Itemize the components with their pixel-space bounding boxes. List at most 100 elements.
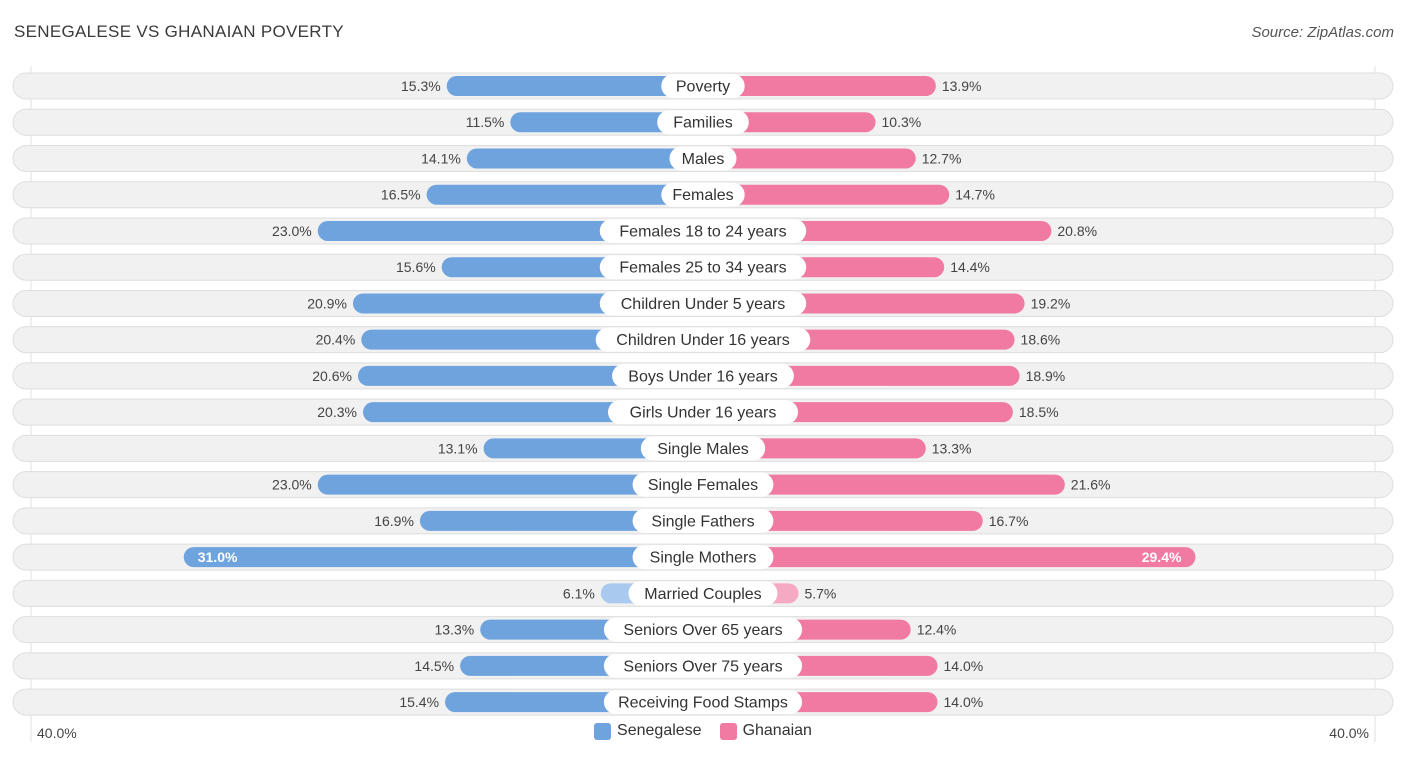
value-label-senegalese: 16.5% (381, 187, 421, 203)
value-label-senegalese: 13.3% (435, 622, 475, 638)
category-label: Married Couples (644, 586, 761, 603)
bar-senegalese[interactable] (446, 76, 703, 96)
value-label-ghanaian: 13.3% (932, 440, 972, 456)
category-pill (632, 545, 774, 570)
bar-senegalese[interactable] (419, 510, 703, 531)
row-seniors-over-75-years[interactable]: Seniors Over 75 years 14.5% 14.0% (12, 652, 1394, 680)
category-pill (599, 218, 807, 243)
bar-ghanaian[interactable] (703, 76, 936, 96)
row-children-under-5-years[interactable]: Children Under 5 years 20.9% 19.2% (12, 289, 1394, 317)
value-label-senegalese: 13.1% (438, 440, 478, 456)
row-girls-under-16-years[interactable]: Girls Under 16 years 20.3% 18.5% (12, 398, 1394, 426)
row-females[interactable]: Females 16.5% 14.7% (12, 181, 1394, 209)
category-label: Boys Under 16 years (628, 368, 777, 385)
bar-ghanaian[interactable] (703, 510, 983, 531)
category-label: Females 25 to 34 years (619, 260, 786, 277)
bar-ghanaian[interactable] (703, 474, 1065, 495)
category-pill (603, 653, 803, 678)
category-label: Children Under 5 years (621, 296, 786, 313)
legend-label-senegalese: Senegalese (617, 722, 702, 739)
row-seniors-over-65-years[interactable]: Seniors Over 65 years 13.3% 12.4% (12, 616, 1394, 644)
value-label-senegalese: 20.9% (307, 295, 347, 311)
value-label-ghanaian: 5.7% (804, 585, 836, 601)
value-label-senegalese: 20.3% (317, 404, 357, 420)
value-label-ghanaian: 12.7% (922, 150, 962, 166)
category-label: Receiving Food Stamps (618, 695, 788, 712)
bar-ghanaian[interactable] (703, 547, 1196, 568)
value-label-ghanaian: 14.0% (944, 658, 984, 674)
category-label: Females 18 to 24 years (619, 223, 786, 240)
value-label-ghanaian: 10.3% (882, 114, 922, 130)
category-label: Single Females (648, 477, 758, 494)
bar-senegalese[interactable] (510, 112, 703, 133)
bar-senegalese[interactable] (466, 148, 703, 169)
row-single-females[interactable]: Single Females 23.0% 21.6% (12, 471, 1394, 499)
value-label-senegalese: 14.1% (421, 150, 461, 166)
category-label: Single Males (657, 441, 749, 458)
category-label: Girls Under 16 years (630, 405, 777, 422)
row-single-males[interactable]: Single Males 13.1% 13.3% (12, 434, 1394, 462)
bar-senegalese[interactable] (317, 474, 703, 495)
axis-right-label: 40.0% (1329, 725, 1369, 741)
value-label-ghanaian: 14.0% (944, 694, 984, 710)
legend-swatch-ghanaian (719, 722, 737, 740)
axis-left-label: 40.0% (37, 725, 77, 741)
category-label: Females (672, 187, 733, 204)
value-label-ghanaian: 18.6% (1021, 332, 1061, 348)
value-label-senegalese: 20.4% (316, 332, 356, 348)
row-families[interactable]: Families 11.5% 10.3% (12, 108, 1394, 136)
category-pill (603, 690, 803, 715)
value-label-senegalese: 14.5% (414, 658, 454, 674)
row-married-couples[interactable]: Married Couples 6.1% 5.7% (12, 579, 1394, 607)
bar-senegalese[interactable] (426, 184, 703, 205)
row-receiving-food-stamps[interactable]: Receiving Food Stamps 15.4% 14.0% (12, 688, 1394, 716)
row-single-mothers[interactable]: Single Mothers 31.0% 29.4% (12, 543, 1394, 571)
category-label: Families (673, 115, 733, 132)
value-label-ghanaian: 14.7% (955, 187, 995, 203)
row-males[interactable]: Males 14.1% 12.7% (12, 144, 1394, 172)
legend-swatch-senegalese (594, 722, 612, 740)
bar-ghanaian[interactable] (703, 184, 950, 205)
value-label-ghanaian: 29.4% (1142, 549, 1182, 565)
bar-senegalese[interactable] (183, 547, 703, 568)
value-label-senegalese: 31.0% (198, 549, 238, 565)
category-pill (661, 182, 745, 207)
row-females-25-to-34-years[interactable]: Females 25 to 34 years 15.6% 14.4% (12, 253, 1394, 281)
row-boys-under-16-years[interactable]: Boys Under 16 years 20.6% 18.9% (12, 362, 1394, 390)
value-label-ghanaian: 16.7% (989, 513, 1029, 529)
value-label-ghanaian: 12.4% (917, 622, 957, 638)
category-pill (632, 508, 774, 533)
category-pill (599, 255, 807, 280)
legend-item-ghanaian[interactable]: Ghanaian (719, 722, 812, 740)
category-pill (640, 436, 766, 461)
category-pill (669, 146, 737, 171)
category-label: Children Under 16 years (616, 332, 789, 349)
chart-source: Source: ZipAtlas.com (1251, 24, 1394, 41)
category-pill (612, 363, 794, 388)
row-poverty[interactable]: Poverty 15.3% 13.9% (12, 72, 1394, 100)
value-label-senegalese: 16.9% (374, 513, 414, 529)
bar-ghanaian[interactable] (703, 148, 916, 169)
legend-item-senegalese[interactable]: Senegalese (594, 722, 702, 740)
value-label-senegalese: 6.1% (563, 585, 595, 601)
category-pill (628, 581, 778, 606)
row-single-fathers[interactable]: Single Fathers 16.9% 16.7% (12, 507, 1394, 535)
value-label-senegalese: 23.0% (272, 477, 312, 493)
row-females-18-to-24-years[interactable]: Females 18 to 24 years 23.0% 20.8% (12, 217, 1394, 245)
legend: Senegalese Ghanaian (0, 722, 1406, 740)
value-label-senegalese: 15.4% (399, 694, 439, 710)
value-label-senegalese: 15.6% (396, 259, 436, 275)
row-children-under-16-years[interactable]: Children Under 16 years 20.4% 18.6% (12, 326, 1394, 354)
value-label-ghanaian: 18.9% (1026, 368, 1066, 384)
value-label-ghanaian: 18.5% (1019, 404, 1059, 420)
value-label-ghanaian: 13.9% (942, 78, 982, 94)
value-label-ghanaian: 21.6% (1071, 477, 1111, 493)
value-label-senegalese: 15.3% (401, 78, 441, 94)
category-pill (608, 400, 798, 425)
value-label-senegalese: 23.0% (272, 223, 312, 239)
legend-label-ghanaian: Ghanaian (742, 722, 812, 739)
value-label-ghanaian: 19.2% (1031, 295, 1071, 311)
category-label: Seniors Over 65 years (623, 622, 782, 639)
category-label: Single Mothers (650, 550, 757, 567)
